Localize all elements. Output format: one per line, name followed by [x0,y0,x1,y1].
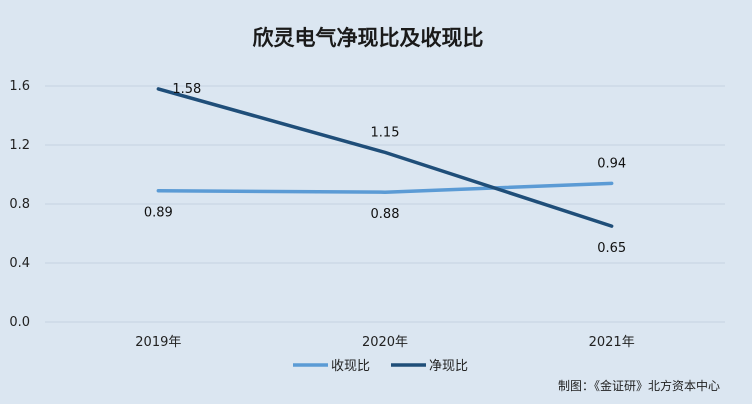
legend: 收现比 净现比 [293,359,468,374]
y-tick-label: 1.2 [9,138,30,153]
legend-label: 净现比 [429,359,468,374]
y-tick-label: 0.4 [9,256,30,271]
series-line-1 [156,181,614,194]
chart-title: 欣灵电气净现比及收现比 [253,26,484,50]
data-label: 0.65 [597,241,626,256]
y-axis-ticks: 0.0 0.4 0.8 1.2 1.6 [9,79,30,330]
source-note: 制图：《金证研》北方资本中心 [558,378,720,393]
x-tick-label: 2020年 [362,335,408,350]
y-tick-label: 1.6 [9,79,30,94]
data-label: 0.94 [597,156,626,171]
series-lines [156,87,614,228]
x-tick-label: 2021年 [589,335,635,350]
y-tick-label: 0.0 [9,315,30,330]
series-line-2 [156,87,614,228]
legend-label: 收现比 [331,359,370,374]
x-tick-label: 2019年 [135,335,181,350]
data-label: 0.89 [144,206,173,221]
data-label: 0.88 [371,207,400,222]
x-axis-ticks: 2019年 2020年 2021年 [135,335,634,350]
gridlines [45,85,725,323]
data-label: 1.15 [371,125,400,140]
data-labels: 0.89 0.88 0.94 1.58 1.15 0.65 [144,82,626,256]
data-label: 1.58 [172,82,201,97]
y-tick-label: 0.8 [9,197,30,212]
